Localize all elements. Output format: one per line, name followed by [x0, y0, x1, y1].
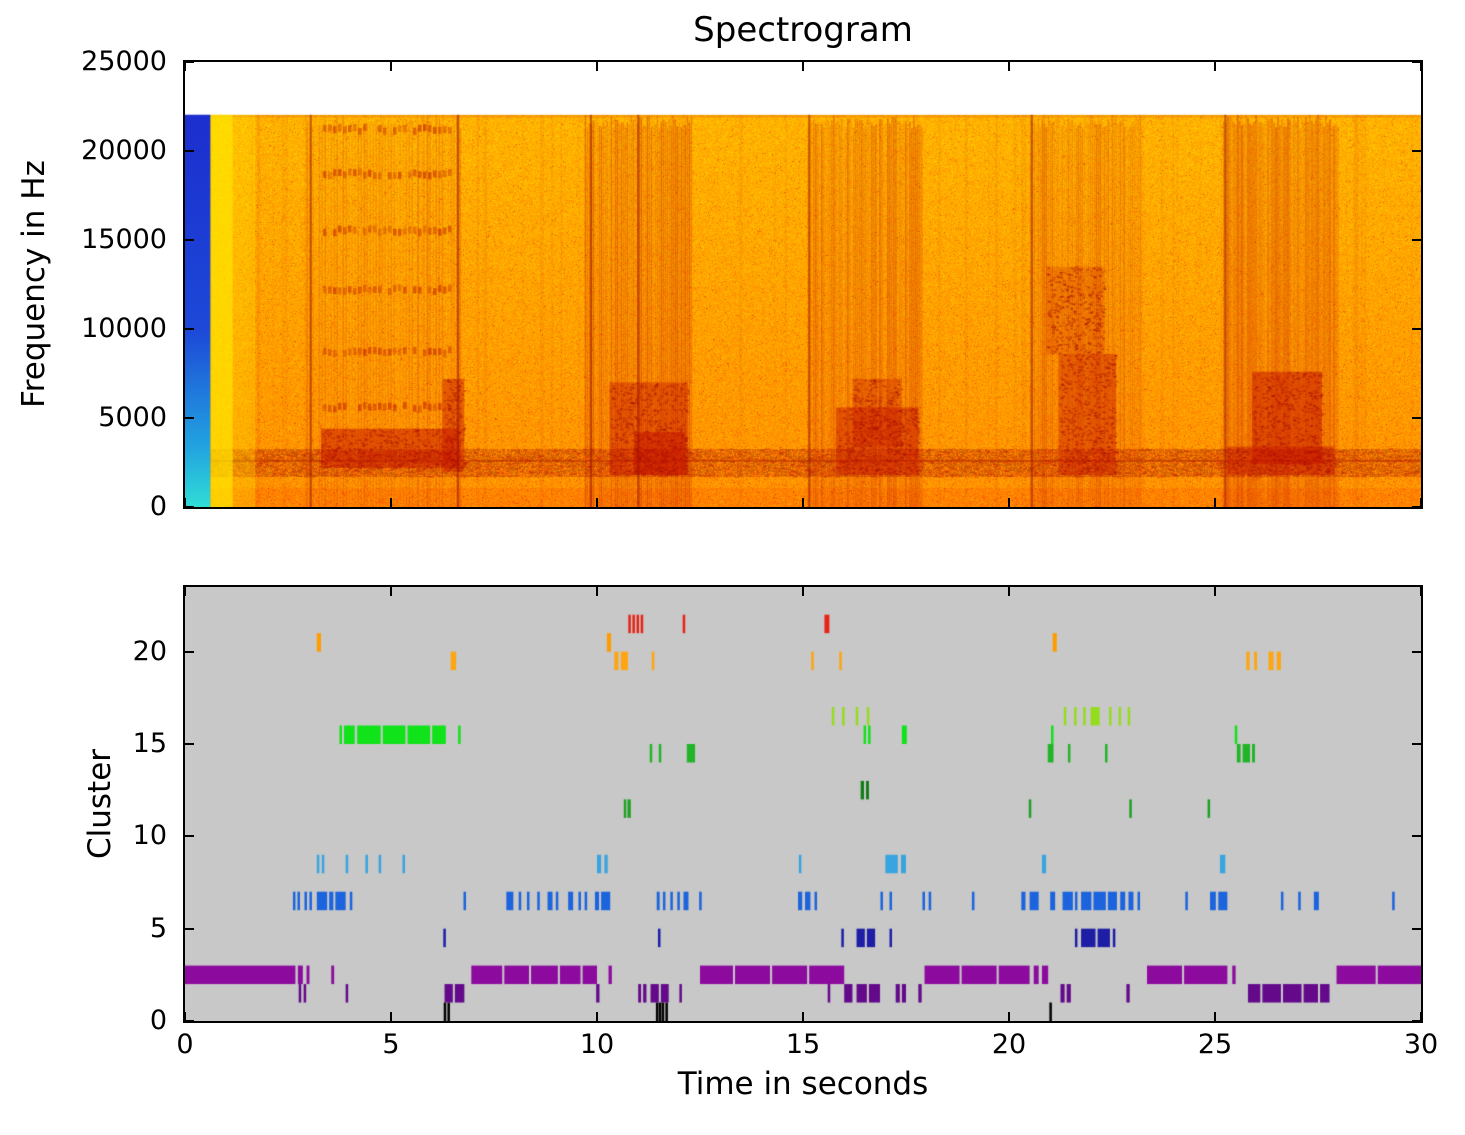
frequency-axis-label: Frequency in Hz	[16, 160, 52, 408]
x-tick-label: 30	[1403, 1029, 1439, 1060]
axis-tick	[1008, 587, 1010, 596]
y-tick-label: 10	[132, 820, 167, 852]
axis-tick	[596, 62, 598, 71]
cluster-raster-plot	[183, 585, 1423, 1023]
x-tick-label: 25	[1197, 1029, 1233, 1060]
spectrogram-plot	[183, 60, 1423, 509]
axis-tick	[1214, 62, 1216, 71]
axis-tick	[184, 62, 186, 71]
axis-tick	[1412, 150, 1421, 152]
axis-tick	[185, 417, 194, 419]
axis-tick	[1412, 650, 1421, 653]
y-tick-label: 5	[149, 912, 167, 944]
axis-tick	[1420, 498, 1422, 507]
axis-tick	[1214, 587, 1216, 596]
axis-tick	[802, 1012, 804, 1021]
axis-tick	[802, 587, 804, 596]
axis-tick	[1412, 239, 1421, 241]
axis-tick	[1214, 1012, 1216, 1021]
axis-tick	[802, 498, 804, 507]
x-tick-label: 15	[785, 1029, 821, 1060]
axis-tick	[1008, 62, 1010, 71]
axis-tick	[596, 1012, 598, 1021]
axis-tick	[1412, 506, 1421, 508]
axis-tick	[1412, 1020, 1421, 1022]
y-tick-label: 0	[149, 1005, 167, 1036]
cluster-raster-canvas	[185, 587, 1421, 1021]
axis-tick	[1420, 1012, 1422, 1021]
axis-tick	[184, 498, 186, 507]
axis-tick	[1420, 62, 1422, 71]
x-tick-label: 5	[382, 1029, 400, 1060]
axis-tick	[1420, 587, 1422, 596]
axis-tick	[596, 587, 598, 596]
axis-tick	[185, 150, 194, 152]
time-axis-label: Time in seconds	[677, 1066, 929, 1102]
axis-tick	[1412, 61, 1421, 63]
axis-tick	[185, 835, 194, 838]
axis-tick	[390, 587, 392, 596]
axis-tick	[184, 587, 186, 596]
axis-tick	[185, 506, 194, 508]
x-tick-label: 0	[176, 1029, 194, 1060]
axis-tick	[802, 62, 804, 71]
y-tick-label: 15000	[81, 224, 167, 255]
x-tick-label: 20	[991, 1029, 1027, 1060]
axis-tick	[1412, 417, 1421, 419]
axis-tick	[1412, 328, 1421, 330]
axis-tick	[596, 498, 598, 507]
x-tick-label: 10	[579, 1029, 615, 1060]
axis-tick	[1412, 742, 1421, 745]
axis-tick	[185, 328, 194, 330]
axis-tick	[184, 1012, 186, 1021]
plot-title: Spectrogram	[693, 10, 913, 50]
y-tick-label: 5000	[98, 402, 167, 433]
y-tick-label: 15	[132, 727, 167, 759]
axis-tick	[185, 650, 194, 653]
axis-tick	[185, 742, 194, 745]
axis-tick	[1008, 1012, 1010, 1021]
axis-tick	[390, 1012, 392, 1021]
axis-tick	[1412, 835, 1421, 838]
y-tick-label: 10000	[81, 313, 167, 344]
axis-tick	[185, 1020, 194, 1022]
axis-tick	[390, 62, 392, 71]
axis-tick	[185, 239, 194, 241]
axis-tick	[1214, 498, 1216, 507]
axis-tick	[1412, 927, 1421, 930]
y-tick-label: 0	[149, 491, 167, 522]
axis-tick	[185, 927, 194, 930]
axis-tick	[390, 498, 392, 507]
spectrogram-canvas	[185, 62, 1421, 507]
y-tick-label: 25000	[81, 46, 167, 77]
y-tick-label: 20	[132, 635, 167, 667]
y-tick-label: 20000	[81, 135, 167, 166]
axis-tick	[1008, 498, 1010, 507]
axis-tick	[185, 61, 194, 63]
